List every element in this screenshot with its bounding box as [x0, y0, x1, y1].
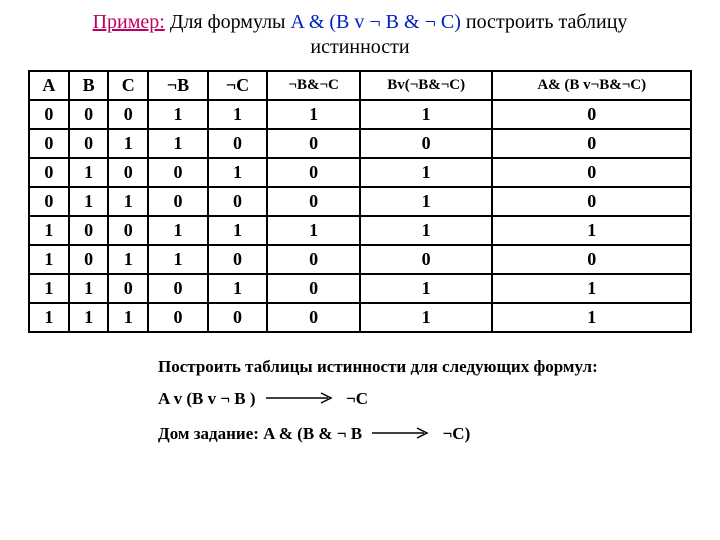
table-cell: 1 [360, 274, 492, 303]
truth-table: ABC¬B¬C¬B&¬CBv(¬B&¬C)A& (B v¬B&¬C) 00011… [28, 70, 692, 333]
exercise-1: A v (B v ¬ B ) ¬C [158, 383, 692, 417]
hw-right: ¬C) [443, 424, 471, 443]
table-cell: 0 [208, 129, 268, 158]
table-cell: 1 [108, 129, 148, 158]
table-cell: 0 [69, 129, 109, 158]
table-cell: 0 [267, 158, 360, 187]
table-header: Bv(¬B&¬C) [360, 71, 492, 100]
table-cell: 0 [108, 274, 148, 303]
table-cell: 0 [69, 245, 109, 274]
table-cell: 0 [267, 274, 360, 303]
table-cell: 0 [267, 245, 360, 274]
table-cell: 0 [492, 158, 691, 187]
table-cell: 1 [29, 216, 69, 245]
table-cell: 0 [360, 245, 492, 274]
title-part1: Для формулы [165, 11, 291, 33]
table-cell: 1 [492, 303, 691, 332]
table-row: 11100011 [29, 303, 691, 332]
table-cell: 0 [148, 303, 208, 332]
table-cell: 1 [267, 216, 360, 245]
table-cell: 1 [29, 245, 69, 274]
table-row: 01001010 [29, 158, 691, 187]
table-cell: 1 [208, 158, 268, 187]
table-cell: 0 [267, 303, 360, 332]
table-cell: 0 [492, 100, 691, 129]
table-row: 11001011 [29, 274, 691, 303]
table-cell: 0 [148, 274, 208, 303]
table-header: A& (B v¬B&¬C) [492, 71, 691, 100]
table-cell: 1 [69, 158, 109, 187]
table-cell: 0 [108, 216, 148, 245]
table-cell: 0 [108, 100, 148, 129]
table-cell: 1 [148, 216, 208, 245]
table-cell: 1 [69, 274, 109, 303]
table-row: 10011111 [29, 216, 691, 245]
table-cell: 0 [267, 129, 360, 158]
title-block: Пример: Для формулы A & (B v ¬ B & ¬ C) … [28, 10, 692, 60]
table-cell: 0 [208, 187, 268, 216]
table-cell: 0 [492, 187, 691, 216]
table-header: A [29, 71, 69, 100]
table-cell: 1 [148, 129, 208, 158]
table-row: 01100010 [29, 187, 691, 216]
exercise-heading: Построить таблицы истинности для следующ… [158, 351, 692, 383]
table-cell: 1 [148, 245, 208, 274]
table-cell: 1 [108, 187, 148, 216]
table-cell: 1 [360, 100, 492, 129]
title-line2: истинности [28, 35, 692, 60]
table-header: C [108, 71, 148, 100]
ex1-right: ¬C [346, 389, 368, 408]
table-cell: 1 [360, 216, 492, 245]
table-cell: 1 [29, 303, 69, 332]
table-cell: 0 [148, 158, 208, 187]
primer-label: Пример: [93, 11, 165, 33]
table-row: 00011110 [29, 100, 691, 129]
table-cell: 1 [29, 274, 69, 303]
table-cell: 0 [69, 100, 109, 129]
table-cell: 0 [29, 100, 69, 129]
title-part2: построить таблицу [461, 11, 628, 33]
table-cell: 1 [108, 245, 148, 274]
table-cell: 0 [208, 303, 268, 332]
table-cell: 0 [69, 216, 109, 245]
table-header: B [69, 71, 109, 100]
table-cell: 1 [208, 100, 268, 129]
table-cell: 1 [492, 216, 691, 245]
table-cell: 1 [69, 187, 109, 216]
table-cell: 1 [360, 303, 492, 332]
table-cell: 0 [29, 187, 69, 216]
table-cell: 1 [208, 274, 268, 303]
table-cell: 1 [69, 303, 109, 332]
table-cell: 0 [492, 245, 691, 274]
table-header: ¬B&¬C [267, 71, 360, 100]
table-cell: 1 [208, 216, 268, 245]
table-cell: 0 [29, 129, 69, 158]
arrow-icon [372, 418, 434, 450]
arrow-icon [266, 383, 338, 415]
title-formula: A & (B v ¬ B & ¬ C) [291, 11, 461, 33]
table-cell: 0 [108, 158, 148, 187]
table-cell: 0 [267, 187, 360, 216]
table-cell: 1 [360, 158, 492, 187]
homework: Дом задание: A & (B & ¬ B ¬C) [158, 418, 692, 452]
table-cell: 0 [360, 129, 492, 158]
table-cell: 1 [148, 100, 208, 129]
table-header: ¬C [208, 71, 268, 100]
table-row: 10110000 [29, 245, 691, 274]
ex1-left: A v (B v ¬ B ) [158, 389, 256, 408]
table-cell: 1 [267, 100, 360, 129]
table-cell: 1 [360, 187, 492, 216]
table-cell: 0 [492, 129, 691, 158]
table-cell: 0 [148, 187, 208, 216]
table-body: 0001111000110000010010100110001010011111… [29, 100, 691, 332]
table-header-row: ABC¬B¬C¬B&¬CBv(¬B&¬C)A& (B v¬B&¬C) [29, 71, 691, 100]
table-header: ¬B [148, 71, 208, 100]
table-cell: 1 [492, 274, 691, 303]
table-cell: 1 [108, 303, 148, 332]
table-row: 00110000 [29, 129, 691, 158]
hw-left: Дом задание: A & (B & ¬ B [158, 424, 362, 443]
exercises-block: Построить таблицы истинности для следующ… [158, 351, 692, 452]
table-cell: 0 [208, 245, 268, 274]
table-cell: 0 [29, 158, 69, 187]
